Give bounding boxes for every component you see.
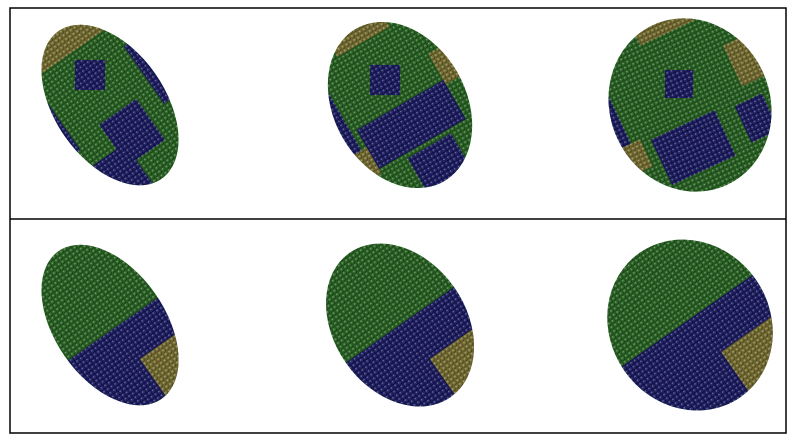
ellipsoid xyxy=(295,215,505,435)
table-border xyxy=(9,7,787,434)
ellipsoid xyxy=(580,0,789,219)
ellipsoid xyxy=(298,0,502,215)
ellipsoid xyxy=(13,219,207,431)
ellipsoid xyxy=(13,0,207,211)
ellipsoid xyxy=(573,207,789,436)
